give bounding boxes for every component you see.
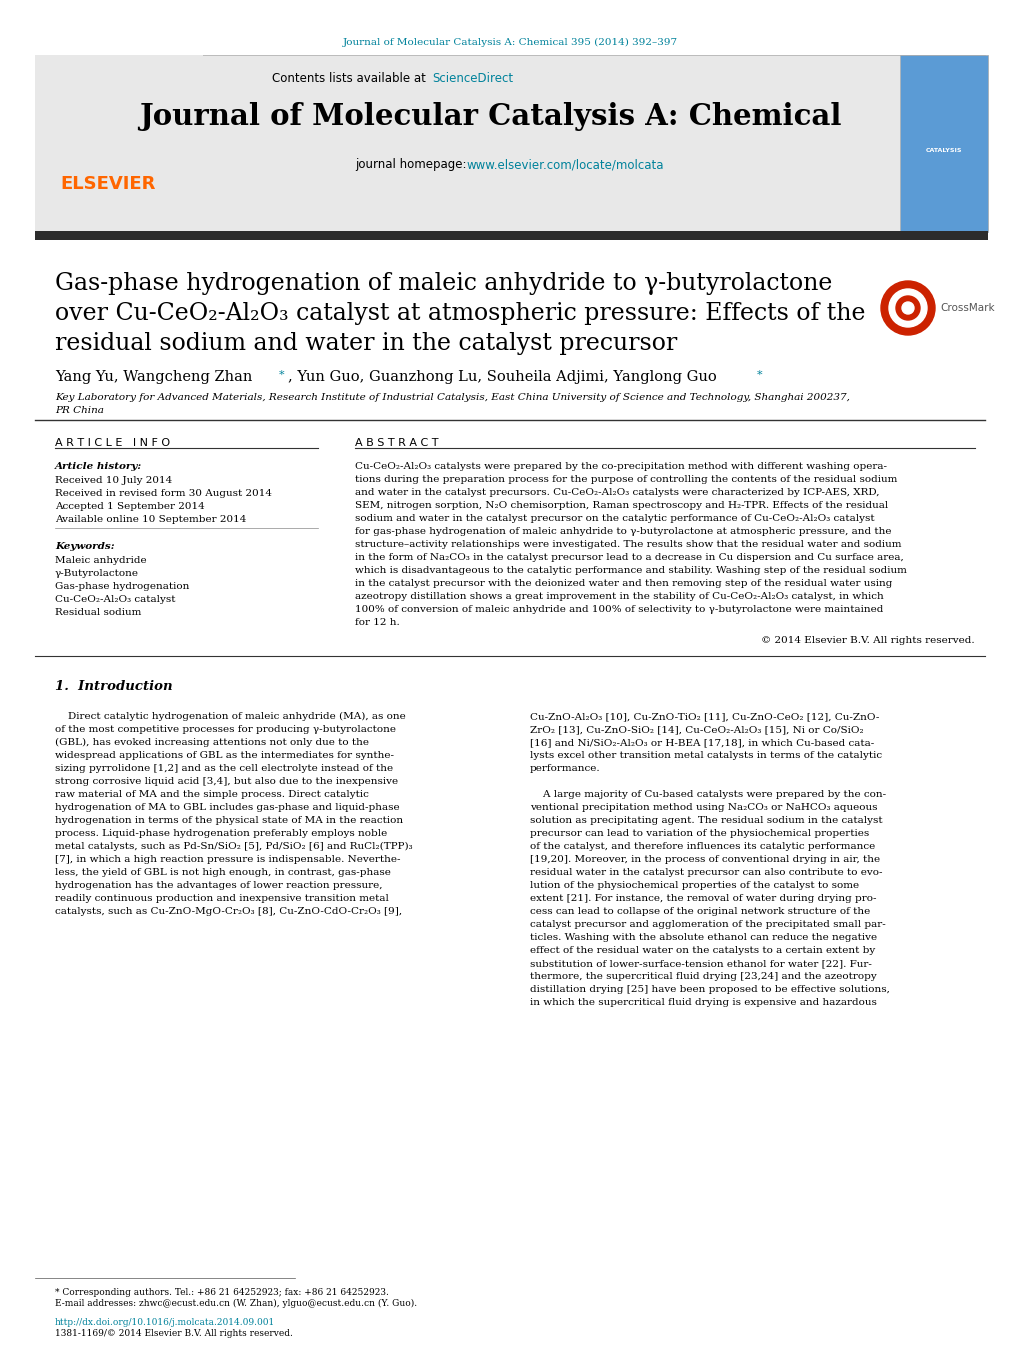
Text: Cu-CeO₂-Al₂O₃ catalyst: Cu-CeO₂-Al₂O₃ catalyst (55, 594, 175, 604)
Text: structure–activity relationships were investigated. The results show that the re: structure–activity relationships were in… (355, 540, 901, 549)
Text: hydrogenation in terms of the physical state of MA in the reaction: hydrogenation in terms of the physical s… (55, 816, 403, 825)
Text: A R T I C L E   I N F O: A R T I C L E I N F O (55, 438, 170, 449)
Text: Article history:: Article history: (55, 462, 142, 471)
Circle shape (889, 289, 926, 327)
Text: ticles. Washing with the absolute ethanol can reduce the negative: ticles. Washing with the absolute ethano… (530, 934, 876, 942)
Text: PR China: PR China (55, 407, 104, 415)
Text: *: * (756, 370, 762, 380)
Text: http://dx.doi.org/10.1016/j.molcata.2014.09.001: http://dx.doi.org/10.1016/j.molcata.2014… (55, 1319, 275, 1327)
Bar (35, 55, 899, 232)
Text: SEM, nitrogen sorption, N₂O chemisorption, Raman spectroscopy and H₂-TPR. Effect: SEM, nitrogen sorption, N₂O chemisorptio… (355, 501, 888, 509)
Text: distillation drying [25] have been proposed to be effective solutions,: distillation drying [25] have been propo… (530, 985, 889, 994)
Text: Received 10 July 2014: Received 10 July 2014 (55, 476, 172, 485)
Text: less, the yield of GBL is not high enough, in contrast, gas-phase: less, the yield of GBL is not high enoug… (55, 867, 390, 877)
Text: www.elsevier.com/locate/molcata: www.elsevier.com/locate/molcata (467, 158, 663, 172)
Text: readily continuous production and inexpensive transition metal: readily continuous production and inexpe… (55, 894, 388, 902)
Text: tions during the preparation process for the purpose of controlling the contents: tions during the preparation process for… (355, 476, 897, 484)
Text: catalysts, such as Cu-ZnO-MgO-Cr₂O₃ [8], Cu-ZnO-CdO-Cr₂O₃ [9],: catalysts, such as Cu-ZnO-MgO-Cr₂O₃ [8],… (55, 907, 401, 916)
Text: γ-Butyrolactone: γ-Butyrolactone (55, 569, 139, 578)
Text: * Corresponding authors. Tel.: +86 21 64252923; fax: +86 21 64252923.: * Corresponding authors. Tel.: +86 21 64… (55, 1288, 388, 1297)
Text: ScienceDirect: ScienceDirect (432, 72, 513, 85)
Text: lysts excel other transition metal catalysts in terms of the catalytic: lysts excel other transition metal catal… (530, 751, 881, 761)
Text: Keywords:: Keywords: (55, 542, 114, 551)
Text: 1381-1169/© 2014 Elsevier B.V. All rights reserved.: 1381-1169/© 2014 Elsevier B.V. All right… (55, 1329, 292, 1337)
Bar (35, 231, 987, 240)
Circle shape (880, 281, 934, 335)
Text: cess can lead to collapse of the original network structure of the: cess can lead to collapse of the origina… (530, 907, 869, 916)
Text: Maleic anhydride: Maleic anhydride (55, 557, 147, 565)
Text: process. Liquid-phase hydrogenation preferably employs noble: process. Liquid-phase hydrogenation pref… (55, 830, 387, 838)
Text: effect of the residual water on the catalysts to a certain extent by: effect of the residual water on the cata… (530, 946, 874, 955)
Text: azeotropy distillation shows a great improvement in the stability of Cu-CeO₂-Al₂: azeotropy distillation shows a great imp… (355, 592, 882, 601)
Text: *: * (279, 370, 284, 380)
Text: Journal of Molecular Catalysis A: Chemical 395 (2014) 392–397: Journal of Molecular Catalysis A: Chemic… (342, 38, 677, 47)
Text: and water in the catalyst precursors. Cu-CeO₂-Al₂O₃ catalysts were characterized: and water in the catalyst precursors. Cu… (355, 488, 878, 497)
Text: ventional precipitation method using Na₂CO₃ or NaHCO₃ aqueous: ventional precipitation method using Na₂… (530, 802, 876, 812)
Circle shape (895, 296, 919, 320)
Text: (GBL), has evoked increasing attentions not only due to the: (GBL), has evoked increasing attentions … (55, 738, 369, 747)
Text: Residual sodium: Residual sodium (55, 608, 142, 617)
Text: CATALYSIS: CATALYSIS (925, 149, 961, 153)
Text: performance.: performance. (530, 765, 600, 773)
Text: for gas-phase hydrogenation of maleic anhydride to γ-butyrolactone at atmospheri: for gas-phase hydrogenation of maleic an… (355, 527, 891, 536)
Text: over Cu-CeO₂-Al₂O₃ catalyst at atmospheric pressure: Effects of the: over Cu-CeO₂-Al₂O₃ catalyst at atmospher… (55, 303, 865, 326)
Text: in which the supercritical fluid drying is expensive and hazardous: in which the supercritical fluid drying … (530, 998, 876, 1006)
Text: for 12 h.: for 12 h. (355, 617, 399, 627)
Text: A B S T R A C T: A B S T R A C T (355, 438, 438, 449)
Text: strong corrosive liquid acid [3,4], but also due to the inexpensive: strong corrosive liquid acid [3,4], but … (55, 777, 397, 786)
Text: , Yun Guo, Guanzhong Lu, Souheila Adjimi, Yanglong Guo: , Yun Guo, Guanzhong Lu, Souheila Adjimi… (287, 370, 716, 384)
Bar (899, 55, 987, 232)
Text: hydrogenation of MA to GBL includes gas-phase and liquid-phase: hydrogenation of MA to GBL includes gas-… (55, 802, 399, 812)
Text: metal catalysts, such as Pd-Sn/SiO₂ [5], Pd/SiO₂ [6] and RuCl₂(TPP)₃: metal catalysts, such as Pd-Sn/SiO₂ [5],… (55, 842, 413, 851)
Text: CrossMark: CrossMark (940, 303, 994, 313)
Text: Gas-phase hydrogenation of maleic anhydride to γ-butyrolactone: Gas-phase hydrogenation of maleic anhydr… (55, 272, 832, 295)
Text: ELSEVIER: ELSEVIER (60, 176, 155, 193)
Text: extent [21]. For instance, the removal of water during drying pro-: extent [21]. For instance, the removal o… (530, 894, 875, 902)
Text: sodium and water in the catalyst precursor on the catalytic performance of Cu-Ce: sodium and water in the catalyst precurs… (355, 513, 873, 523)
Text: residual sodium and water in the catalyst precursor: residual sodium and water in the catalys… (55, 332, 677, 355)
Text: lution of the physiochemical properties of the catalyst to some: lution of the physiochemical properties … (530, 881, 858, 890)
Text: Cu-CeO₂-Al₂O₃ catalysts were prepared by the co-precipitation method with differ: Cu-CeO₂-Al₂O₃ catalysts were prepared by… (355, 462, 887, 471)
Text: Direct catalytic hydrogenation of maleic anhydride (MA), as one: Direct catalytic hydrogenation of maleic… (55, 712, 406, 721)
Text: Cu-ZnO-Al₂O₃ [10], Cu-ZnO-TiO₂ [11], Cu-ZnO-CeO₂ [12], Cu-ZnO-: Cu-ZnO-Al₂O₃ [10], Cu-ZnO-TiO₂ [11], Cu-… (530, 712, 878, 721)
Text: Accepted 1 September 2014: Accepted 1 September 2014 (55, 503, 205, 511)
Text: of the catalyst, and therefore influences its catalytic performance: of the catalyst, and therefore influence… (530, 842, 874, 851)
Text: Available online 10 September 2014: Available online 10 September 2014 (55, 515, 247, 524)
Text: Received in revised form 30 August 2014: Received in revised form 30 August 2014 (55, 489, 272, 499)
Text: catalyst precursor and agglomeration of the precipitated small par-: catalyst precursor and agglomeration of … (530, 920, 884, 929)
Text: journal homepage:: journal homepage: (355, 158, 470, 172)
Text: of the most competitive processes for producing γ-butyrolactone: of the most competitive processes for pr… (55, 725, 395, 734)
Circle shape (901, 303, 913, 313)
Text: Key Laboratory for Advanced Materials, Research Institute of Industrial Catalysi: Key Laboratory for Advanced Materials, R… (55, 393, 849, 403)
Text: E-mail addresses: zhwc@ecust.edu.cn (W. Zhan), ylguo@ecust.edu.cn (Y. Guo).: E-mail addresses: zhwc@ecust.edu.cn (W. … (55, 1300, 417, 1308)
Text: 1.  Introduction: 1. Introduction (55, 680, 172, 693)
Text: [16] and Ni/SiO₂-Al₂O₃ or H-BEA [17,18], in which Cu-based cata-: [16] and Ni/SiO₂-Al₂O₃ or H-BEA [17,18],… (530, 738, 873, 747)
Text: solution as precipitating agent. The residual sodium in the catalyst: solution as precipitating agent. The res… (530, 816, 881, 825)
Text: Yang Yu, Wangcheng Zhan: Yang Yu, Wangcheng Zhan (55, 370, 252, 384)
Text: thermore, the supercritical fluid drying [23,24] and the azeotropy: thermore, the supercritical fluid drying… (530, 971, 876, 981)
Text: in the catalyst precursor with the deionized water and then removing step of the: in the catalyst precursor with the deion… (355, 580, 892, 588)
Text: hydrogenation has the advantages of lower reaction pressure,: hydrogenation has the advantages of lowe… (55, 881, 382, 890)
Text: [7], in which a high reaction pressure is indispensable. Neverthe-: [7], in which a high reaction pressure i… (55, 855, 400, 865)
Text: raw material of MA and the simple process. Direct catalytic: raw material of MA and the simple proces… (55, 790, 369, 798)
Text: Gas-phase hydrogenation: Gas-phase hydrogenation (55, 582, 190, 590)
Text: [19,20]. Moreover, in the process of conventional drying in air, the: [19,20]. Moreover, in the process of con… (530, 855, 879, 865)
Bar (35, 55, 203, 232)
Text: residual water in the catalyst precursor can also contribute to evo-: residual water in the catalyst precursor… (530, 867, 881, 877)
Text: widespread applications of GBL as the intermediates for synthe-: widespread applications of GBL as the in… (55, 751, 393, 761)
Text: sizing pyrrolidone [1,2] and as the cell electrolyte instead of the: sizing pyrrolidone [1,2] and as the cell… (55, 765, 392, 773)
Text: Journal of Molecular Catalysis A: Chemical: Journal of Molecular Catalysis A: Chemic… (139, 101, 841, 131)
Text: A large majority of Cu-based catalysts were prepared by the con-: A large majority of Cu-based catalysts w… (530, 790, 886, 798)
Text: ZrO₂ [13], Cu-ZnO-SiO₂ [14], Cu-CeO₂-Al₂O₃ [15], Ni or Co/SiO₂: ZrO₂ [13], Cu-ZnO-SiO₂ [14], Cu-CeO₂-Al₂… (530, 725, 863, 734)
Text: Contents lists available at: Contents lists available at (272, 72, 430, 85)
Text: in the form of Na₂CO₃ in the catalyst precursor lead to a decrease in Cu dispers: in the form of Na₂CO₃ in the catalyst pr… (355, 553, 903, 562)
Text: substitution of lower-surface-tension ethanol for water [22]. Fur-: substitution of lower-surface-tension et… (530, 959, 871, 969)
Text: precursor can lead to variation of the physiochemical properties: precursor can lead to variation of the p… (530, 830, 868, 838)
Text: © 2014 Elsevier B.V. All rights reserved.: © 2014 Elsevier B.V. All rights reserved… (760, 636, 974, 644)
Text: which is disadvantageous to the catalytic performance and stability. Washing ste: which is disadvantageous to the catalyti… (355, 566, 906, 576)
Text: 100% of conversion of maleic anhydride and 100% of selectivity to γ-butyrolacton: 100% of conversion of maleic anhydride a… (355, 605, 882, 613)
